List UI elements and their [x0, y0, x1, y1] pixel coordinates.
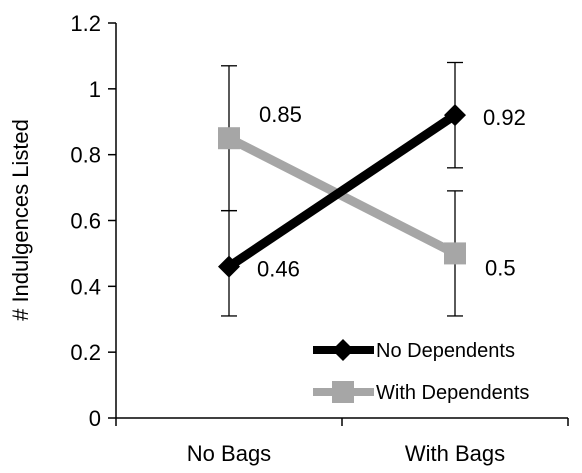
y-axis-title: # Indulgences Listed: [8, 119, 33, 321]
y-tick-label-4: 0.8: [70, 143, 101, 168]
data-label-0-0: 0.46: [257, 257, 300, 282]
y-tick-label-2: 0.4: [70, 274, 101, 299]
data-label-1-0: 0.85: [259, 102, 302, 127]
axes-layer: 0 0.2 0.4 0.6 0.8 1 1.2 No Bags With Bags: [70, 11, 569, 466]
legend-label-1: With Dependents: [376, 382, 529, 404]
legend: No Dependents With Dependents: [313, 339, 529, 404]
marker-1-0: [218, 127, 240, 150]
y-tick-label-5: 1: [89, 77, 101, 102]
x-tick-label-1: With Bags: [405, 441, 505, 466]
legend-marker-0: [332, 339, 354, 361]
series-line-0: [226, 111, 458, 271]
y-tick-label-3: 0.6: [70, 209, 101, 234]
legend-label-0: No Dependents: [376, 340, 515, 362]
legend-marker-1: [332, 381, 354, 403]
series-lines: [226, 111, 458, 271]
y-tick-label-0: 0: [89, 406, 101, 431]
y-tick-label-1: 0.2: [70, 340, 101, 365]
data-label-1-1: 0.5: [485, 255, 516, 280]
data-label-0-1: 0.92: [483, 105, 526, 130]
y-tick-label-6: 1.2: [70, 11, 101, 36]
marker-1-1: [444, 242, 466, 265]
x-tick-label-0: No Bags: [187, 441, 271, 466]
series-markers: [218, 104, 466, 278]
marker-0-0: [218, 255, 240, 278]
data-labels: 0.46 0.92 0.85 0.5: [257, 102, 526, 281]
marker-0-1: [444, 104, 466, 127]
